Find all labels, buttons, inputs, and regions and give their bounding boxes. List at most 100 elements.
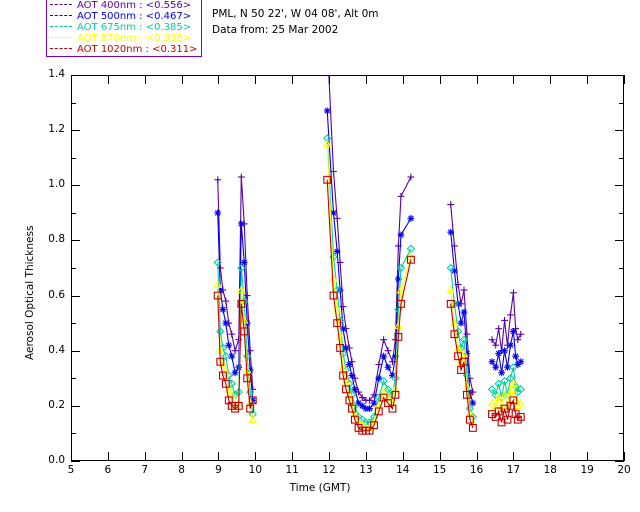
x-tick-label: 7 <box>141 464 149 476</box>
data-point <box>488 358 496 366</box>
data-point <box>248 415 258 423</box>
data-point <box>397 299 405 308</box>
data-point <box>407 173 415 181</box>
y-tick-minor-right <box>619 378 624 380</box>
y-tick-right <box>615 405 624 407</box>
data-point <box>322 139 332 148</box>
legend-item-675nm: AOT 675nm : <0.385> <box>50 22 197 33</box>
x-tick <box>365 452 367 461</box>
x-tick-top <box>329 75 331 84</box>
x-tick-top <box>587 75 589 84</box>
chart-annotation: PML, N 50 22', W 04 08', Alt 0m Data fro… <box>212 6 379 38</box>
legend-line-swatch <box>50 4 72 5</box>
data-point <box>491 390 500 400</box>
data-point <box>468 423 477 432</box>
x-tick-label: 18 <box>543 464 557 476</box>
data-point <box>488 336 496 344</box>
data-point <box>375 361 383 368</box>
x-tick <box>587 452 589 461</box>
y-tick-label: 0.8 <box>48 233 65 246</box>
data-point <box>221 379 230 388</box>
data-point <box>213 280 223 288</box>
data-point <box>454 352 463 361</box>
data-point <box>358 394 366 401</box>
x-tick <box>402 452 404 461</box>
x-tick-label: 8 <box>178 464 185 476</box>
data-point <box>345 396 354 405</box>
data-point <box>500 390 509 399</box>
legend-item-label: AOT 870nm : <0.338> <box>77 33 192 44</box>
data-point <box>213 258 222 267</box>
annotation-line-date: Data from: 25 Mar 2002 <box>212 24 339 36</box>
x-tick <box>624 452 625 461</box>
series-aot-1020nm <box>213 175 525 435</box>
legend-item-label: AOT 1020nm : <0.311> <box>77 44 198 55</box>
y-tick-minor <box>71 157 76 159</box>
data-point <box>246 347 254 355</box>
y-tick-minor <box>71 212 76 214</box>
data-point <box>237 173 245 181</box>
data-point <box>379 393 388 402</box>
data-point <box>214 176 222 184</box>
data-point <box>243 352 252 361</box>
x-tick-top <box>218 75 220 84</box>
data-point <box>358 402 366 410</box>
data-point <box>379 376 388 386</box>
data-point <box>506 374 515 383</box>
data-point <box>222 297 230 305</box>
data-point <box>506 387 515 396</box>
data-point <box>510 289 517 297</box>
x-tick-top <box>513 75 515 84</box>
data-point <box>361 418 371 427</box>
data-point <box>501 347 508 355</box>
data-point <box>469 399 477 407</box>
data-point <box>512 352 520 360</box>
x-tick-top <box>365 75 367 84</box>
y-tick <box>71 240 80 242</box>
data-point <box>397 192 405 200</box>
x-tick-top <box>292 75 294 84</box>
data-point <box>366 405 374 413</box>
y-tick-label: 1.0 <box>48 178 65 191</box>
data-point <box>514 336 522 344</box>
data-point <box>231 347 239 355</box>
y-tick-minor-right <box>619 268 624 269</box>
data-point <box>507 341 514 349</box>
y-tick-minor-right <box>619 157 624 159</box>
x-tick <box>107 452 109 461</box>
axes-frame <box>71 75 624 461</box>
data-point <box>497 418 506 427</box>
data-point <box>231 369 239 377</box>
series-line <box>450 232 474 404</box>
data-point <box>446 285 456 294</box>
y-tick-right <box>615 240 624 242</box>
y-tick-minor-right <box>619 433 624 435</box>
data-point <box>487 385 497 394</box>
x-tick-top <box>144 75 146 84</box>
x-tick-top <box>476 75 478 84</box>
y-tick <box>71 185 80 187</box>
data-point <box>492 363 500 371</box>
data-point <box>228 330 236 338</box>
x-tick-label: 6 <box>104 464 112 476</box>
data-point <box>323 134 332 143</box>
data-point <box>329 291 338 300</box>
y-tick-right <box>615 295 624 297</box>
y-tick-right <box>615 75 624 76</box>
plot-area <box>71 75 624 461</box>
series-line <box>450 289 474 423</box>
data-point <box>218 371 227 380</box>
y-tick-minor <box>71 378 76 380</box>
data-point <box>370 399 378 407</box>
data-point <box>396 285 406 294</box>
data-point <box>446 299 455 308</box>
y-tick <box>71 461 80 462</box>
data-point <box>396 263 406 273</box>
y-tick-label: 1.2 <box>48 123 65 136</box>
data-point <box>460 286 468 294</box>
data-point <box>237 299 246 308</box>
x-tick <box>144 452 146 461</box>
data-point <box>375 374 383 382</box>
data-point <box>511 410 520 419</box>
data-point <box>355 388 362 396</box>
